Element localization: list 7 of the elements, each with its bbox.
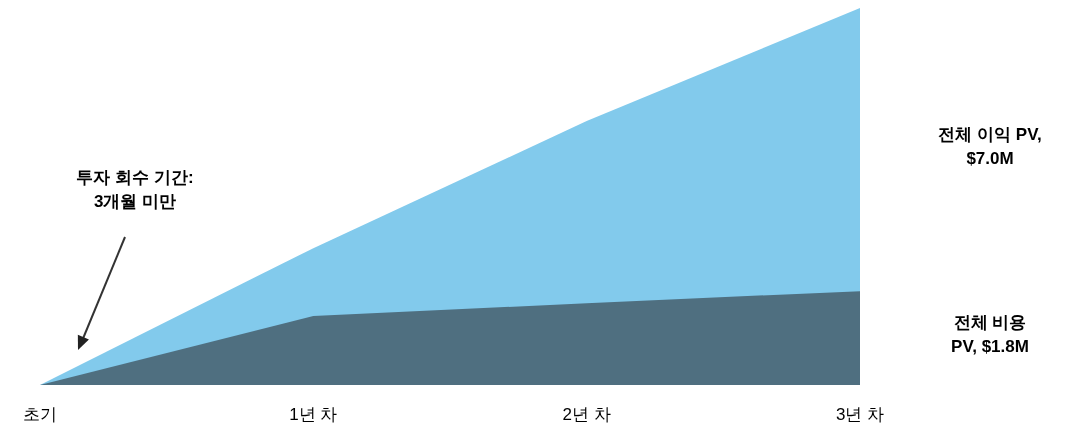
annotation: 투자 회수 기간: 3개월 미만	[76, 168, 194, 211]
x-tick-label: 1년 차	[289, 405, 338, 424]
x-tick-label: 초기	[23, 405, 57, 424]
x-tick-label: 3년 차	[835, 405, 885, 424]
text: 전체 이익 PV, $7.0M	[938, 124, 1042, 168]
x-tick-label: 2년 차	[562, 405, 611, 424]
text: 전체 비용 PV, $1.8M	[951, 313, 1029, 357]
